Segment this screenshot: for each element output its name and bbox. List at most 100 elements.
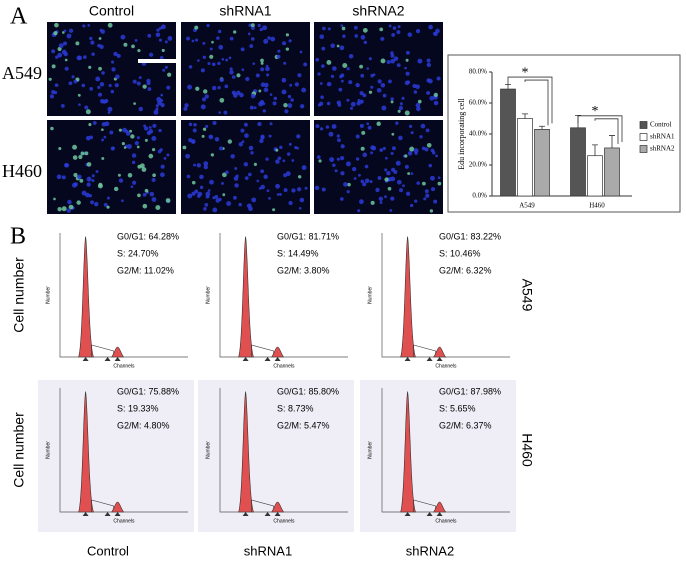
nucleus xyxy=(106,196,110,200)
nucleus xyxy=(211,40,214,44)
nucleus xyxy=(151,147,156,152)
nucleus xyxy=(50,126,54,131)
nucleus xyxy=(141,167,147,172)
nucleus xyxy=(437,181,442,186)
nucleus xyxy=(228,56,232,60)
nucleus xyxy=(121,141,125,146)
nucleus xyxy=(144,138,148,142)
nucleus xyxy=(266,189,270,193)
nucleus xyxy=(297,187,302,192)
nucleus xyxy=(243,162,249,167)
nucleus xyxy=(417,99,422,104)
nucleus xyxy=(234,183,239,188)
nucleus xyxy=(263,174,268,179)
nucleus xyxy=(340,171,345,176)
nucleus xyxy=(359,199,364,205)
nucleus xyxy=(240,47,245,52)
nucleus xyxy=(278,192,282,196)
gate-marker xyxy=(82,512,89,516)
nucleus xyxy=(429,95,435,101)
cycle-stat: G2/M: 3.80% xyxy=(277,265,330,275)
column-header: Control xyxy=(89,3,134,19)
nucleus xyxy=(200,68,205,73)
nucleus xyxy=(404,164,409,169)
nucleus xyxy=(164,65,168,69)
nucleus xyxy=(199,185,204,190)
nucleus xyxy=(51,64,56,69)
nucleus xyxy=(390,58,396,64)
nucleus xyxy=(53,31,58,36)
nucleus xyxy=(121,199,124,203)
nucleus xyxy=(391,33,396,37)
plot-axes xyxy=(219,388,348,513)
nucleus xyxy=(321,187,326,192)
nucleus xyxy=(218,146,224,151)
nucleus xyxy=(66,208,71,213)
nucleus xyxy=(73,79,78,84)
nucleus xyxy=(405,58,409,62)
error-bar xyxy=(539,125,545,130)
nucleus xyxy=(208,134,214,140)
nucleus xyxy=(328,131,334,137)
error-bar xyxy=(592,144,598,156)
nucleus xyxy=(421,181,426,186)
nucleus xyxy=(209,54,214,59)
nucleus xyxy=(142,203,148,209)
nucleus xyxy=(64,163,69,168)
nucleus xyxy=(370,151,374,155)
nucleus xyxy=(123,42,128,47)
nucleus xyxy=(205,194,210,199)
nucleus xyxy=(357,98,361,102)
nucleus xyxy=(53,197,56,201)
nucleus xyxy=(203,89,208,94)
nucleus xyxy=(80,151,85,156)
plot-axes xyxy=(219,233,348,358)
nucleus xyxy=(282,41,287,46)
nucleus xyxy=(207,61,211,66)
nucleus xyxy=(148,153,154,159)
nucleus xyxy=(82,24,86,28)
nucleus xyxy=(430,175,435,181)
gate-marker xyxy=(404,512,411,516)
nucleus xyxy=(68,28,74,33)
nucleus xyxy=(230,154,235,159)
nucleus xyxy=(243,122,248,127)
nucleus xyxy=(64,66,69,71)
error-bar xyxy=(522,113,528,119)
nucleus xyxy=(346,98,350,102)
column-label: shRNA1 xyxy=(244,543,292,558)
nucleus xyxy=(212,207,218,213)
nucleus xyxy=(336,44,340,48)
nucleus xyxy=(53,90,58,95)
nucleus xyxy=(287,103,293,108)
nucleus xyxy=(347,182,351,187)
nucleus xyxy=(153,109,159,115)
x-axis-title: Channels xyxy=(273,518,295,524)
nucleus xyxy=(285,33,289,37)
nucleus xyxy=(245,76,250,82)
nucleus xyxy=(263,38,269,44)
nucleus xyxy=(415,84,420,90)
nucleus xyxy=(182,145,187,150)
y-axis-title: Number xyxy=(367,286,373,304)
gate-marker xyxy=(114,512,121,516)
nucleus xyxy=(404,110,410,116)
nucleus xyxy=(87,24,90,27)
nucleus xyxy=(160,56,164,60)
nucleus xyxy=(116,53,121,58)
nucleus xyxy=(265,64,269,68)
nucleus xyxy=(209,47,213,51)
nucleus xyxy=(49,94,54,99)
nucleus xyxy=(197,194,201,198)
nucleus xyxy=(155,32,161,38)
nucleus xyxy=(58,147,62,151)
nucleus xyxy=(352,166,357,172)
nucleus xyxy=(406,80,411,84)
nucleus xyxy=(388,24,392,28)
x-axis-title: Channels xyxy=(435,518,457,524)
nucleus xyxy=(48,77,52,81)
nucleus xyxy=(108,83,112,88)
g2-peak xyxy=(433,346,447,358)
nucleus xyxy=(107,111,111,114)
nucleus xyxy=(332,163,336,168)
